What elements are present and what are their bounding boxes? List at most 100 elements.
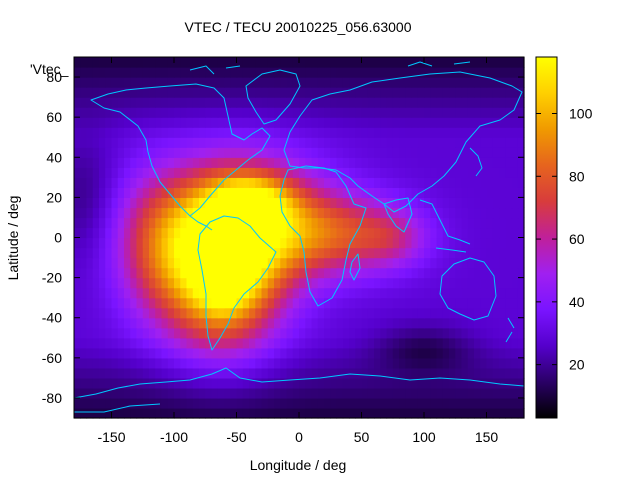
- heat-cell: [374, 297, 381, 309]
- heat-cell: [417, 127, 425, 138]
- heat-cell: [230, 217, 238, 229]
- heat-cell: [480, 217, 488, 229]
- heat-cell: [267, 327, 275, 339]
- heat-cell: [305, 307, 313, 319]
- heat-cell: [349, 257, 356, 269]
- heat-cell: [80, 407, 88, 419]
- heat-cell: [217, 237, 225, 249]
- heat-cell: [305, 407, 313, 419]
- heat-cell: [261, 167, 269, 178]
- heat-cell: [324, 297, 331, 309]
- heat-cell: [467, 367, 475, 379]
- heat-cell: [430, 367, 438, 379]
- heat-cell: [242, 197, 250, 209]
- heat-cell: [449, 357, 456, 369]
- heat-cell: [86, 147, 94, 158]
- heat-cell: [192, 257, 200, 269]
- heat-cell: [486, 277, 494, 289]
- heat-cell: [361, 367, 369, 379]
- heat-cell: [99, 387, 106, 399]
- heat-cell: [124, 307, 131, 319]
- heat-cell: [124, 107, 131, 118]
- heat-cell: [274, 257, 281, 269]
- heat-cell: [342, 267, 350, 279]
- heat-cell: [424, 107, 431, 118]
- heat-cell: [511, 347, 519, 359]
- heat-cell: [349, 317, 356, 329]
- heat-cell: [274, 137, 281, 148]
- heat-cell: [455, 147, 463, 158]
- heat-cell: [330, 57, 338, 68]
- heat-cell: [436, 157, 444, 168]
- heat-cell: [167, 117, 175, 128]
- heat-cell: [374, 267, 381, 279]
- heat-cell: [174, 207, 181, 219]
- heat-cell: [380, 297, 388, 309]
- heat-cell: [386, 297, 394, 309]
- heat-cell: [336, 267, 344, 279]
- heat-cell: [305, 207, 313, 219]
- heat-cell: [355, 327, 363, 339]
- heat-cell: [486, 287, 494, 299]
- heat-cell: [111, 57, 119, 68]
- heat-cell: [180, 147, 188, 158]
- heat-cell: [349, 277, 356, 289]
- heat-cell: [205, 167, 213, 178]
- heat-cell: [424, 337, 431, 349]
- heat-cell: [217, 157, 225, 168]
- heat-cell: [161, 287, 169, 299]
- heat-cell: [149, 147, 156, 158]
- heat-cell: [105, 227, 113, 239]
- heat-cell: [411, 187, 419, 198]
- heat-cell: [299, 147, 306, 158]
- heat-cell: [474, 87, 481, 98]
- heat-cell: [436, 217, 444, 229]
- heat-cell: [211, 137, 219, 148]
- heat-cell: [292, 307, 300, 319]
- heat-cell: [286, 317, 294, 329]
- heat-cell: [442, 377, 450, 389]
- heat-cell: [167, 157, 175, 168]
- heat-cell: [155, 177, 163, 188]
- heat-cell: [236, 187, 244, 198]
- heat-cell: [155, 377, 163, 389]
- heat-cell: [242, 237, 250, 249]
- heat-cell: [105, 187, 113, 198]
- heat-cell: [230, 177, 238, 188]
- heat-cell: [80, 137, 88, 148]
- heat-cell: [242, 107, 250, 118]
- heat-cell: [449, 127, 456, 138]
- heat-cell: [299, 407, 306, 419]
- heat-cell: [517, 117, 525, 128]
- heat-cell: [236, 217, 244, 229]
- heat-cell: [80, 127, 88, 138]
- heat-cell: [449, 247, 456, 259]
- heat-cell: [211, 407, 219, 419]
- heat-cell: [174, 157, 181, 168]
- heat-cell: [486, 97, 494, 108]
- heat-cell: [399, 387, 406, 399]
- heat-cell: [330, 187, 338, 198]
- heat-cell: [380, 157, 388, 168]
- heat-cell: [192, 307, 200, 319]
- heat-cell: [174, 257, 181, 269]
- heat-cell: [174, 377, 181, 389]
- heat-cell: [374, 177, 381, 188]
- heat-cell: [336, 377, 344, 389]
- heat-cell: [274, 347, 281, 359]
- heat-cell: [236, 197, 244, 209]
- heat-cell: [80, 207, 88, 219]
- heat-cell: [242, 167, 250, 178]
- heat-cell: [199, 257, 206, 269]
- heat-cell: [386, 407, 394, 419]
- heat-cell: [117, 297, 125, 309]
- heat-cell: [424, 297, 431, 309]
- heat-cell: [242, 367, 250, 379]
- heat-cell: [124, 57, 131, 68]
- heat-cell: [92, 327, 100, 339]
- heat-cell: [124, 137, 131, 148]
- heat-cell: [149, 117, 156, 128]
- heat-cell: [155, 317, 163, 329]
- heat-cell: [461, 117, 469, 128]
